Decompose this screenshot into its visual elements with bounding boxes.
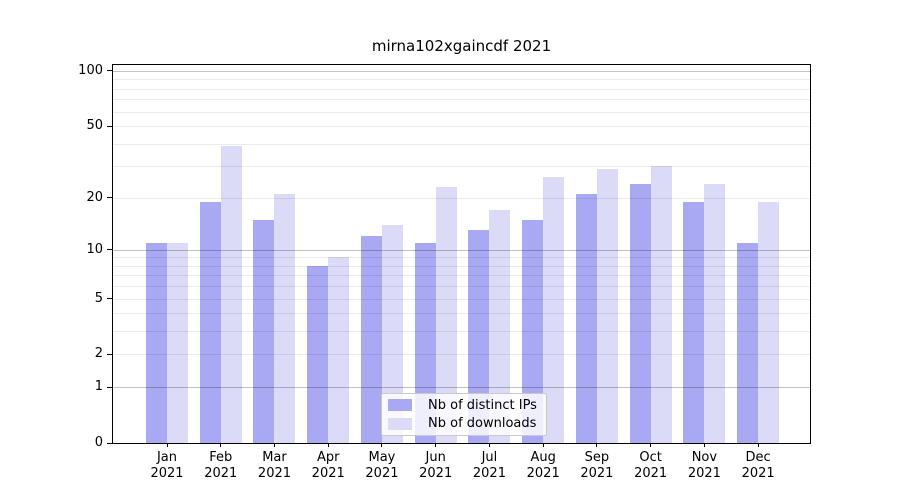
bar-oct-downloads (650, 166, 672, 443)
bar-dec-downloads (758, 201, 780, 443)
bar-aug-distinct-ips (522, 219, 544, 443)
y-tick (107, 70, 112, 72)
legend: Nb of distinct IPs Nb of downloads (381, 393, 547, 436)
bar-mar-downloads (274, 193, 296, 443)
y-tick-label: 0 (94, 435, 103, 450)
x-tick (542, 443, 544, 447)
y-tick (107, 249, 112, 251)
chart-title: mirna102xgaincdf 2021 (371, 37, 552, 55)
legend-swatch-distinct-ips (388, 399, 412, 412)
x-tick (166, 443, 168, 447)
x-tick-label: May 2021 (365, 450, 399, 481)
bar-feb-downloads (220, 145, 242, 443)
x-tick-label: Jun 2021 (419, 450, 453, 481)
y-tick (107, 197, 112, 199)
legend-label-distinct-ips: Nb of distinct IPs (428, 397, 537, 413)
bar-feb-distinct-ips (199, 201, 221, 443)
y-tick (107, 386, 112, 388)
bar-jan-downloads (167, 242, 188, 443)
y-tick (107, 298, 112, 300)
x-tick (220, 443, 222, 447)
y-tick-label: 2 (94, 346, 103, 362)
x-tick (435, 443, 437, 447)
x-tick-label: Jul 2021 (472, 450, 506, 481)
x-tick (757, 443, 759, 447)
plot-area: 0 1 2 5 10 20 50 100 Jan 2021 Feb 2021 Mar 2021 Apr… (78, 63, 811, 481)
x-tick-label: Sep 2021 (580, 450, 614, 481)
bar-apr-distinct-ips (307, 265, 329, 443)
y-tick (107, 353, 112, 355)
bar-may-downloads (381, 224, 403, 443)
x-tick-label: Aug 2021 (526, 450, 560, 481)
y-tick-label: 100 (78, 63, 103, 78)
x-tick (703, 443, 705, 447)
legend-item-downloads: Nb of downloads (388, 415, 540, 434)
x-tick-label: Oct 2021 (634, 450, 668, 481)
bar-oct-distinct-ips (629, 183, 651, 443)
bar-mar-distinct-ips (253, 219, 275, 443)
y-tick (107, 442, 112, 444)
x-tick-label: Dec 2021 (741, 450, 775, 481)
bar-jun-downloads (435, 186, 457, 443)
bar-apr-downloads (328, 257, 350, 443)
bar-jun-distinct-ips (414, 242, 436, 443)
bar-dec-distinct-ips (737, 242, 759, 443)
bar-nov-distinct-ips (683, 201, 705, 443)
legend-label-downloads: Nb of downloads (428, 416, 537, 432)
x-tick (488, 443, 490, 447)
y-tick (107, 125, 112, 127)
axis-layer: 0 1 2 5 10 20 50 100 Jan 2021 Feb 2021 Mar 2021 Apr… (78, 63, 810, 481)
x-tick (650, 443, 652, 447)
x-tick (327, 443, 329, 447)
legend-swatch-downloads (388, 417, 412, 430)
x-tick-label: Feb 2021 (204, 450, 238, 481)
bars-layer (113, 65, 810, 443)
y-tick-label: 1 (94, 379, 103, 395)
bar-jul-downloads (489, 210, 511, 443)
x-tick (273, 443, 275, 447)
legend-item-distinct-ips: Nb of distinct IPs (388, 396, 540, 415)
x-tick (596, 443, 598, 447)
bar-jul-distinct-ips (468, 230, 490, 443)
y-tick-label: 50 (86, 118, 103, 134)
x-tick (381, 443, 383, 447)
bar-sep-downloads (596, 168, 618, 443)
x-tick-label: Nov 2021 (687, 450, 721, 481)
y-tick-label: 10 (86, 241, 103, 257)
x-tick-label: Mar 2021 (257, 450, 292, 481)
bar-aug-downloads (543, 177, 565, 443)
bar-nov-downloads (704, 183, 726, 443)
x-tick-label: Jan 2021 (150, 450, 184, 481)
y-tick-label: 20 (86, 189, 103, 205)
y-tick-label: 5 (94, 290, 103, 306)
bar-jan-distinct-ips (146, 242, 167, 443)
bar-sep-distinct-ips (575, 193, 597, 443)
x-tick-label: Apr 2021 (311, 450, 345, 481)
bar-may-distinct-ips (360, 236, 382, 443)
